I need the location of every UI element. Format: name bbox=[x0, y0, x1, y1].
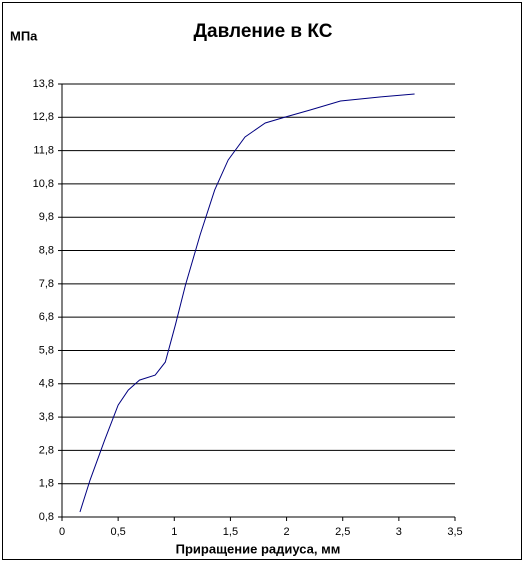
y-tick-label: 12,8 bbox=[33, 111, 54, 123]
y-axis-title: МПа bbox=[10, 28, 38, 43]
y-tick-label: 4,8 bbox=[39, 378, 54, 390]
chart-border bbox=[2, 2, 522, 560]
x-tick-label: 3,5 bbox=[447, 526, 462, 538]
chart-title: Давление в КС bbox=[194, 21, 333, 42]
x-tick-label: 0 bbox=[59, 526, 65, 538]
x-axis-title: Приращение радиуса, мм bbox=[176, 541, 341, 556]
y-tick-label: 8,8 bbox=[39, 244, 54, 256]
y-tick-label: 0,8 bbox=[39, 511, 54, 523]
y-tick-label: 1,8 bbox=[39, 478, 54, 490]
x-tick-label: 0,5 bbox=[110, 526, 125, 538]
y-tick-label: 10,8 bbox=[33, 178, 54, 190]
x-tick-label: 3 bbox=[396, 526, 402, 538]
data-line bbox=[79, 93, 415, 513]
x-tick-label: 1 bbox=[171, 526, 177, 538]
y-tick-label: 5,8 bbox=[39, 344, 54, 356]
y-tick-label: 7,8 bbox=[39, 278, 54, 290]
x-tick-label: 2 bbox=[284, 526, 290, 538]
y-tick-label: 6,8 bbox=[39, 311, 54, 323]
y-tick-label: 11,8 bbox=[33, 145, 54, 157]
x-tick-label: 1,5 bbox=[223, 526, 238, 538]
y-tick-label: 13,8 bbox=[33, 78, 54, 90]
x-tick-label: 2,5 bbox=[335, 526, 350, 538]
y-tick-label: 9,8 bbox=[39, 211, 54, 223]
y-tick-label: 2,8 bbox=[39, 444, 54, 456]
y-tick-label: 3,8 bbox=[39, 411, 54, 423]
